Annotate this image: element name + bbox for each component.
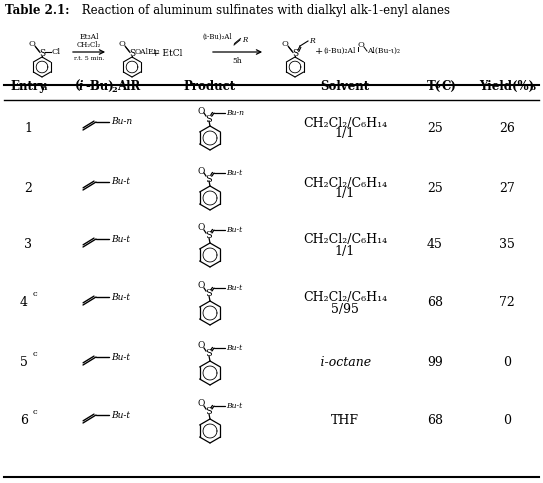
Text: S: S xyxy=(292,48,298,57)
Text: C): C) xyxy=(441,80,456,93)
Text: 27: 27 xyxy=(499,182,515,195)
Text: 1/1: 1/1 xyxy=(335,187,355,200)
Text: 72: 72 xyxy=(499,297,515,310)
Text: 0: 0 xyxy=(503,356,511,369)
Text: Yield(%): Yield(%) xyxy=(479,80,534,93)
Text: Bu-t: Bu-t xyxy=(226,169,242,177)
Text: Bu-t: Bu-t xyxy=(111,293,130,301)
Text: 68: 68 xyxy=(427,297,443,310)
Text: r.t. 5 min.: r.t. 5 min. xyxy=(74,56,104,61)
Text: S: S xyxy=(206,289,212,298)
Text: b: b xyxy=(530,84,536,92)
Text: S: S xyxy=(206,408,212,416)
Text: Bu-t: Bu-t xyxy=(111,411,130,420)
Text: 26: 26 xyxy=(499,122,515,134)
Text: + EtCl: + EtCl xyxy=(152,48,182,57)
Text: 6: 6 xyxy=(20,414,28,427)
Text: S: S xyxy=(39,48,45,57)
Text: a: a xyxy=(42,84,47,92)
Text: 2: 2 xyxy=(24,182,32,195)
Text: Bu-t: Bu-t xyxy=(226,226,242,234)
Text: Et₃Al: Et₃Al xyxy=(79,33,99,41)
Text: i: i xyxy=(79,80,84,93)
Text: CH₂Cl₂/C₆H₁₄: CH₂Cl₂/C₆H₁₄ xyxy=(303,116,387,129)
Text: c: c xyxy=(33,290,37,298)
Text: Al(Bu-ι)₂: Al(Bu-ι)₂ xyxy=(367,47,400,55)
Text: T(: T( xyxy=(427,80,441,93)
Text: S: S xyxy=(206,231,212,241)
Text: S: S xyxy=(206,350,212,358)
Text: R: R xyxy=(309,37,315,45)
Text: O: O xyxy=(29,40,35,48)
Text: Reaction of aluminum sulfinates with dialkyl alk-1-enyl alanes: Reaction of aluminum sulfinates with dia… xyxy=(78,4,450,17)
Text: O: O xyxy=(197,167,205,175)
Text: 1/1: 1/1 xyxy=(335,244,355,257)
Text: O: O xyxy=(197,341,205,351)
Text: CH₂Cl₂/C₆H₁₄: CH₂Cl₂/C₆H₁₄ xyxy=(303,176,387,189)
Text: Bu-t: Bu-t xyxy=(226,344,242,352)
Text: 5h: 5h xyxy=(232,57,242,65)
Text: Table 2.1:: Table 2.1: xyxy=(5,4,70,17)
Text: S: S xyxy=(206,174,212,184)
Text: 1/1: 1/1 xyxy=(335,128,355,141)
Text: AlR: AlR xyxy=(117,80,140,93)
Text: Bu-n: Bu-n xyxy=(226,109,244,117)
Text: CH₂Cl₂/C₆H₁₄: CH₂Cl₂/C₆H₁₄ xyxy=(303,292,387,304)
Text: (i-Bu)₂Al: (i-Bu)₂Al xyxy=(203,33,232,41)
Text: (: ( xyxy=(75,80,80,93)
Text: THF: THF xyxy=(331,414,359,427)
Text: Bu-n: Bu-n xyxy=(111,117,132,127)
Text: 68: 68 xyxy=(427,414,443,427)
Text: i‑octane: i‑octane xyxy=(318,356,371,369)
Text: Bu-t: Bu-t xyxy=(226,402,242,410)
Text: O: O xyxy=(197,282,205,290)
Text: Product: Product xyxy=(184,80,236,93)
Text: 2: 2 xyxy=(111,86,117,94)
Text: Solvent: Solvent xyxy=(320,80,370,93)
Text: Bu-t: Bu-t xyxy=(226,284,242,292)
Text: 25: 25 xyxy=(427,182,443,195)
Text: O: O xyxy=(118,40,125,48)
Text: Bu-t: Bu-t xyxy=(111,235,130,243)
Text: -Bu): -Bu) xyxy=(85,80,113,93)
Text: 5/95: 5/95 xyxy=(331,302,359,315)
Text: CH₂Cl₂/C₆H₁₄: CH₂Cl₂/C₆H₁₄ xyxy=(303,233,387,246)
Text: R: R xyxy=(242,36,247,44)
Text: +: + xyxy=(315,46,323,56)
Text: (i-Bu)₂Al: (i-Bu)₂Al xyxy=(323,47,355,55)
Text: S: S xyxy=(129,48,135,57)
Text: 99: 99 xyxy=(427,356,443,369)
Text: 45: 45 xyxy=(427,239,443,252)
Text: 1: 1 xyxy=(24,122,32,134)
Text: 0: 0 xyxy=(503,414,511,427)
Text: 25: 25 xyxy=(427,122,443,134)
Text: Entry: Entry xyxy=(10,80,46,93)
Text: c: c xyxy=(33,350,37,358)
Text: 3: 3 xyxy=(24,239,32,252)
Text: O: O xyxy=(357,41,364,49)
Text: Cl: Cl xyxy=(52,48,61,56)
Text: O: O xyxy=(197,399,205,409)
Text: Bu-t: Bu-t xyxy=(111,353,130,361)
Text: 4: 4 xyxy=(20,297,28,310)
Text: CH₂Cl₂: CH₂Cl₂ xyxy=(77,41,101,49)
Text: S: S xyxy=(206,114,212,124)
Text: O: O xyxy=(282,40,288,48)
Text: O: O xyxy=(197,224,205,232)
Text: O: O xyxy=(197,106,205,115)
Text: o: o xyxy=(435,82,440,90)
Text: Bu-t: Bu-t xyxy=(111,177,130,186)
Text: 35: 35 xyxy=(499,239,515,252)
Text: 5: 5 xyxy=(20,356,28,369)
Text: c: c xyxy=(33,408,37,416)
Text: OAlEt₂: OAlEt₂ xyxy=(135,48,161,56)
